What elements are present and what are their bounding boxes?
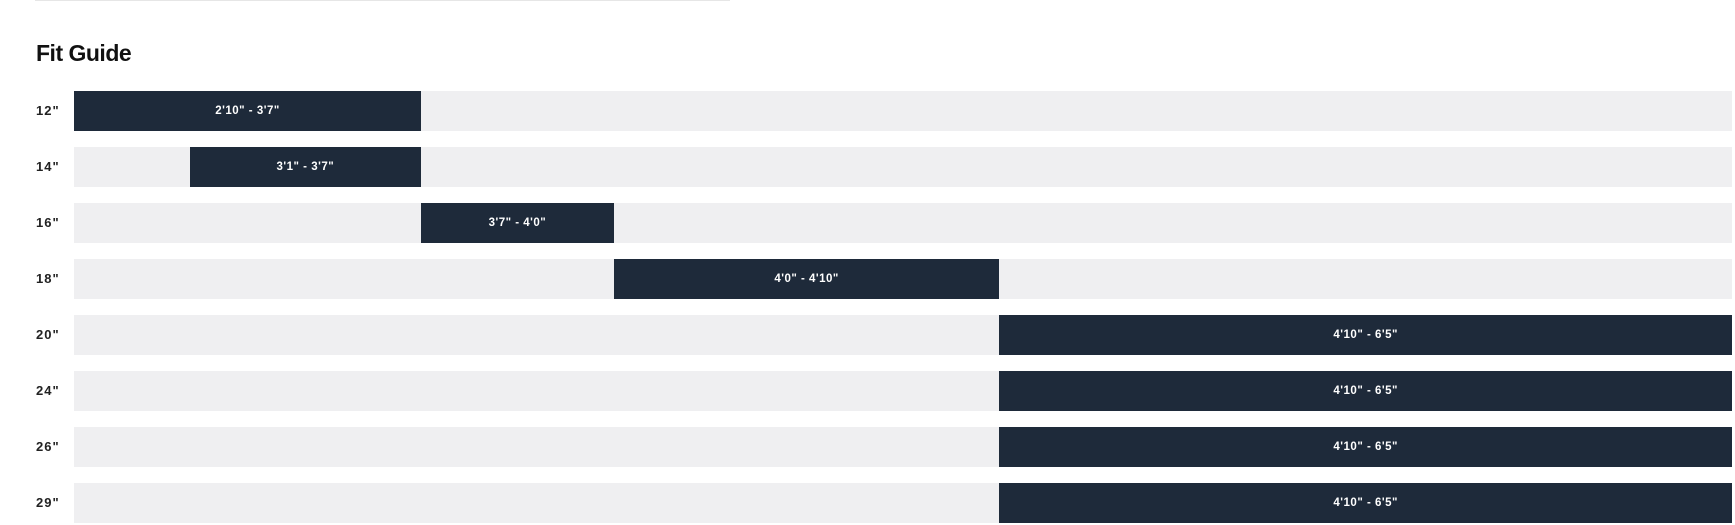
wheel-size-label: 26" <box>36 439 60 454</box>
height-range-bar: 4'10" - 6'5" <box>999 427 1732 467</box>
fit-row: 18" 4'0" - 4'10" <box>0 259 1735 299</box>
wheel-size-label: 18" <box>36 271 60 286</box>
height-range-bar: 4'10" - 6'5" <box>999 483 1732 523</box>
section-title: Fit Guide <box>36 40 132 66</box>
wheel-size-label: 24" <box>36 383 60 398</box>
wheel-size-label: 16" <box>36 215 60 230</box>
wheel-size-label: 29" <box>36 495 60 510</box>
height-range-label: 3'7" - 4'0" <box>488 217 547 229</box>
fit-row: 16" 3'7" - 4'0" <box>0 203 1735 243</box>
range-track: 3'7" - 4'0" <box>74 203 1732 243</box>
height-range-bar: 3'7" - 4'0" <box>421 203 614 243</box>
fit-row: 26" 4'10" - 6'5" <box>0 427 1735 467</box>
height-range-bar: 3'1" - 3'7" <box>189 147 422 187</box>
height-range-label: 4'0" - 4'10" <box>774 273 839 285</box>
fit-row: 24" 4'10" - 6'5" <box>0 371 1735 411</box>
range-track: 4'10" - 6'5" <box>74 483 1732 523</box>
range-track: 4'0" - 4'10" <box>74 259 1732 299</box>
range-track: 3'1" - 3'7" <box>74 147 1732 187</box>
wheel-size-label: 14" <box>36 159 60 174</box>
range-track: 4'10" - 6'5" <box>74 315 1732 355</box>
range-track: 4'10" - 6'5" <box>74 427 1732 467</box>
height-range-label: 4'10" - 6'5" <box>1333 385 1398 397</box>
range-track: 4'10" - 6'5" <box>74 371 1732 411</box>
height-range-bar: 4'10" - 6'5" <box>999 315 1732 355</box>
fit-row: 29" 4'10" - 6'5" <box>0 483 1735 523</box>
height-range-label: 4'10" - 6'5" <box>1333 497 1398 509</box>
height-range-bar: 4'0" - 4'10" <box>613 259 1000 299</box>
height-range-bar: 4'10" - 6'5" <box>999 371 1732 411</box>
height-range-label: 4'10" - 6'5" <box>1333 329 1398 341</box>
fit-row: 12" 2'10" - 3'7" <box>0 91 1735 131</box>
wheel-size-label: 12" <box>36 103 60 118</box>
fit-row: 14" 3'1" - 3'7" <box>0 147 1735 187</box>
height-range-label: 4'10" - 6'5" <box>1333 441 1398 453</box>
height-range-bar: 2'10" - 3'7" <box>74 91 422 131</box>
height-range-label: 3'1" - 3'7" <box>276 161 335 173</box>
divider <box>35 0 730 1</box>
fit-row: 20" 4'10" - 6'5" <box>0 315 1735 355</box>
wheel-size-label: 20" <box>36 327 60 342</box>
height-range-label: 2'10" - 3'7" <box>215 105 280 117</box>
range-track: 2'10" - 3'7" <box>74 91 1732 131</box>
